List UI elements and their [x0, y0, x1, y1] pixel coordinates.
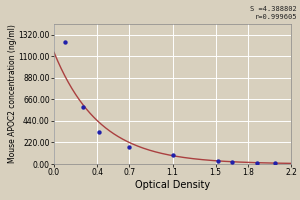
Point — [62, 40, 67, 43]
Point — [229, 160, 234, 163]
Point — [254, 161, 259, 164]
Y-axis label: Mouse APOC2 concentration (ng/ml): Mouse APOC2 concentration (ng/ml) — [8, 25, 17, 163]
Text: S =4.388802
r=0.999605: S =4.388802 r=0.999605 — [250, 6, 297, 20]
Point — [97, 130, 102, 133]
Point — [81, 106, 85, 109]
Point — [170, 154, 175, 157]
X-axis label: Optical Density: Optical Density — [135, 180, 210, 190]
Point — [215, 159, 220, 162]
Point — [272, 162, 277, 165]
Point — [127, 145, 132, 148]
